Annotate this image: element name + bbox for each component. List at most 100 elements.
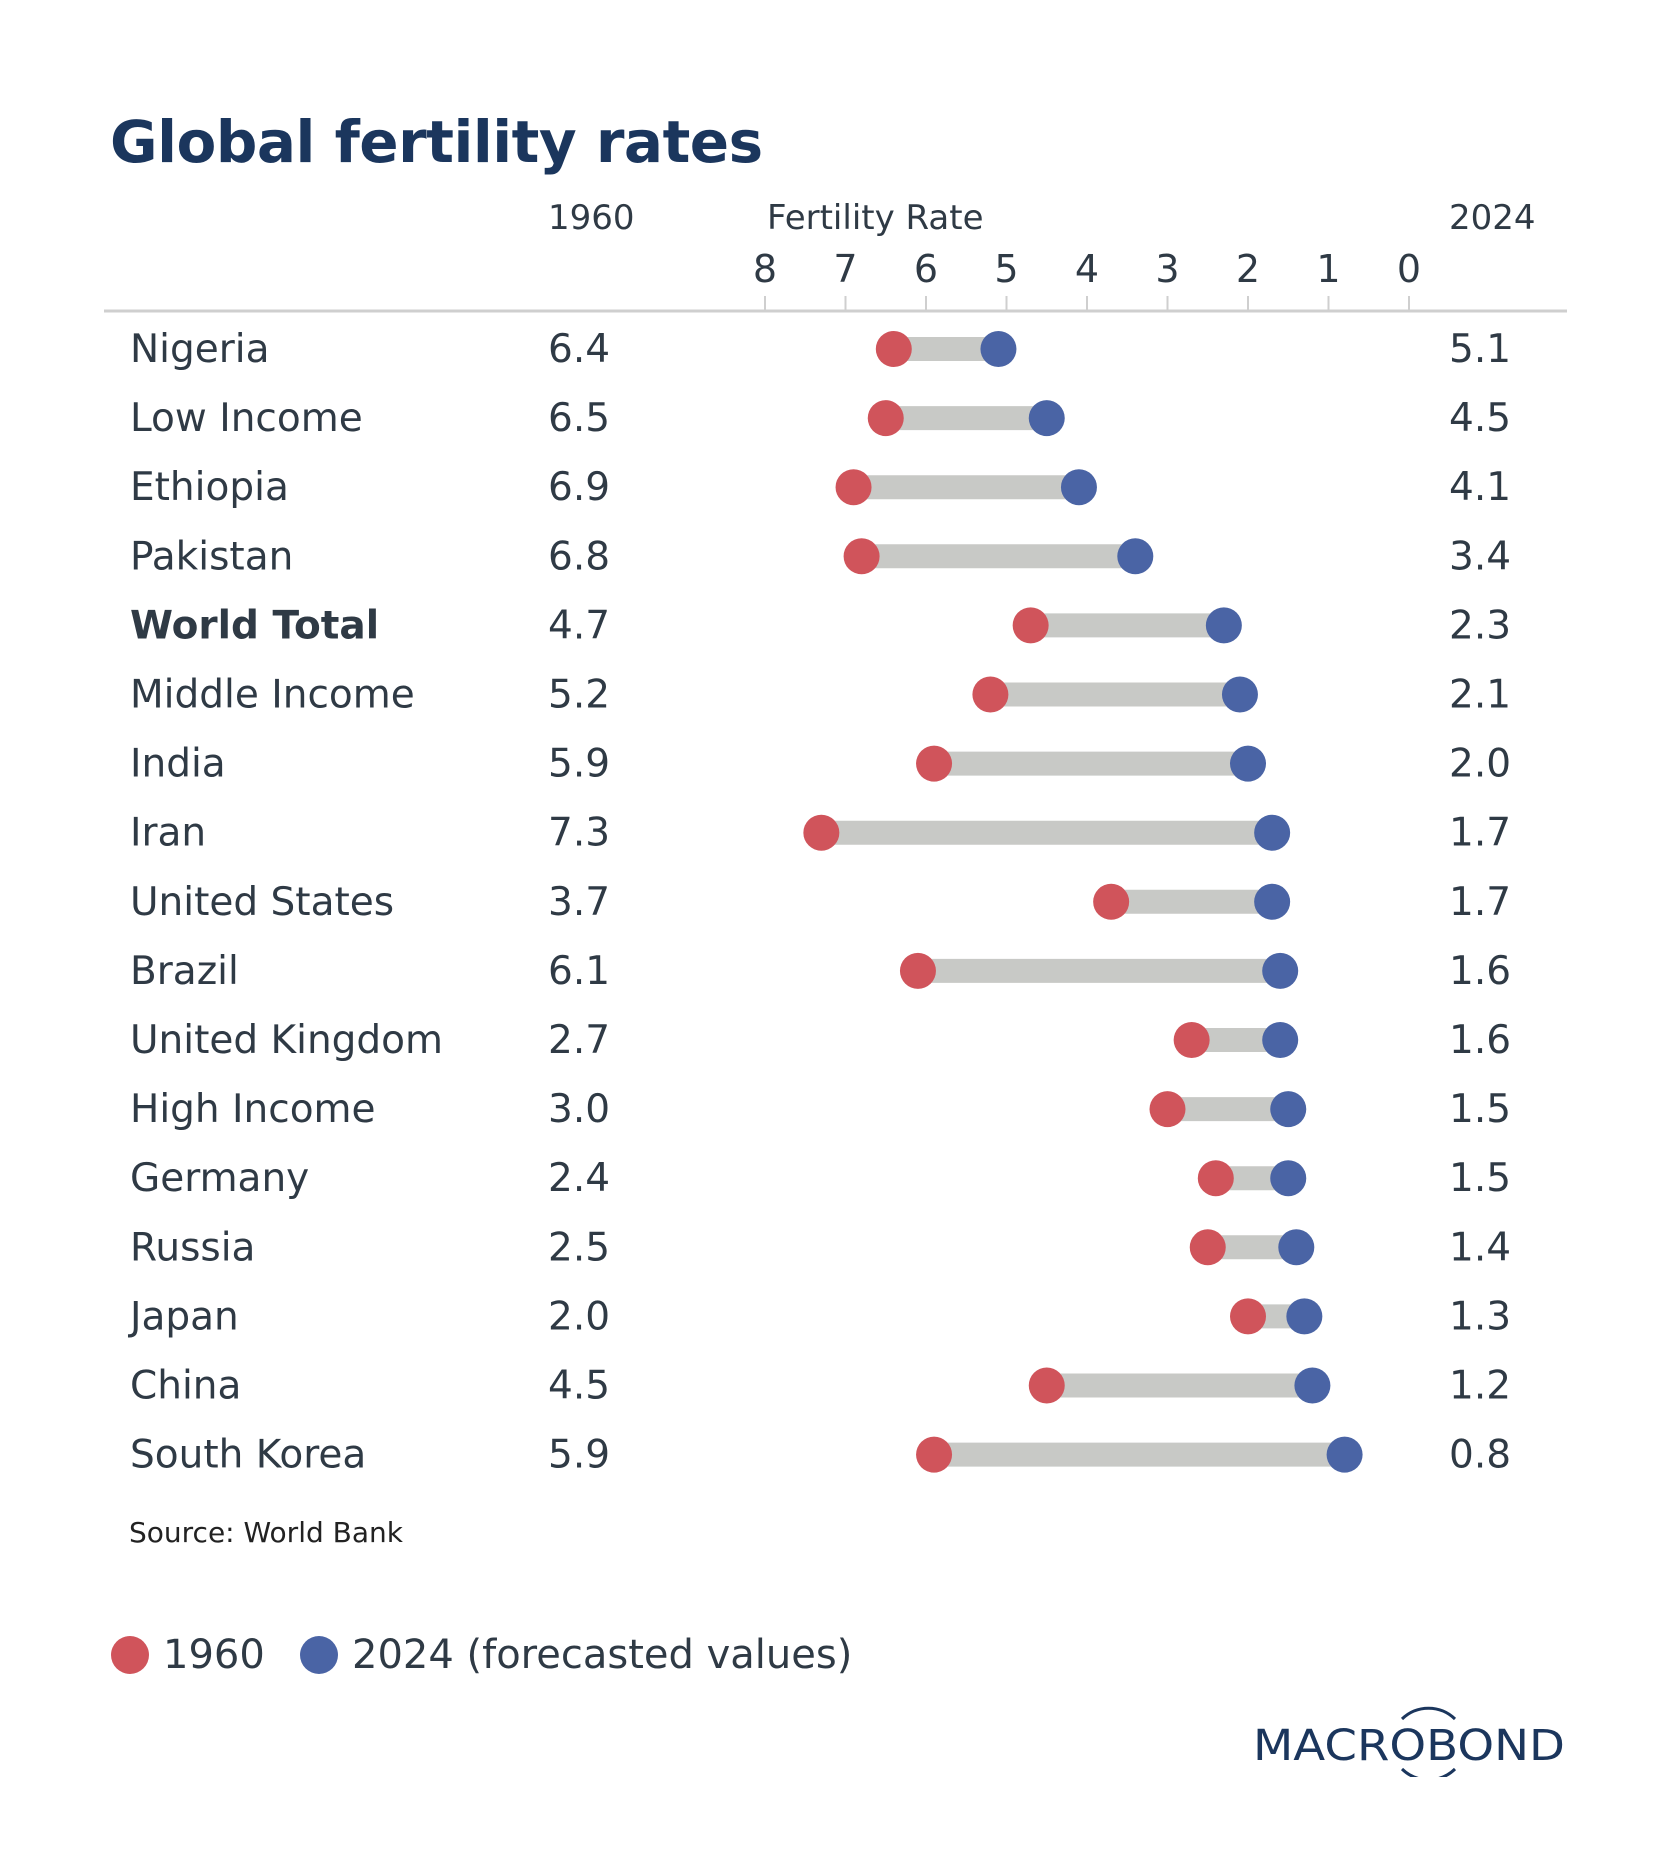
value-2024: 5.1 [1449, 327, 1511, 372]
value-1960: 2.7 [548, 1018, 610, 1063]
row-label: South Korea [130, 1433, 366, 1478]
value-1960: 2.4 [548, 1156, 610, 1201]
legend-item-2024: 2024 (forecasted values) [300, 1632, 852, 1678]
value-2024: 1.4 [1449, 1225, 1511, 1270]
value-1960: 2.0 [548, 1294, 610, 1339]
row-label: Middle Income [130, 673, 415, 718]
dot-2024 [1254, 883, 1291, 920]
dot-1960 [1012, 607, 1049, 644]
value-2024: 3.4 [1449, 534, 1511, 579]
dot-1960 [899, 952, 936, 989]
dot-2024 [1028, 400, 1065, 437]
dot-1960 [1230, 1298, 1266, 1335]
value-1960: 6.8 [548, 534, 610, 579]
value-1960: 3.0 [548, 1087, 610, 1132]
row-label: World Total [130, 603, 379, 648]
chart-title: Global fertility rates [110, 108, 763, 176]
tick-label: 6 [914, 247, 938, 291]
dot-2024 [1286, 1298, 1323, 1335]
value-2024: 1.6 [1449, 949, 1511, 994]
dot-2024 [1060, 469, 1097, 506]
value-2024: 1.5 [1449, 1087, 1511, 1132]
row-label: Japan [127, 1294, 239, 1339]
value-2024: 1.7 [1449, 811, 1511, 856]
value-2024: 2.3 [1449, 603, 1511, 648]
dot-2024 [1270, 1160, 1307, 1197]
value-1960: 4.7 [548, 603, 610, 648]
tick-label: 0 [1397, 247, 1421, 291]
legend-label-1960: 1960 [163, 1632, 265, 1678]
value-2024: 2.1 [1449, 673, 1511, 718]
value-2024: 1.7 [1449, 880, 1511, 925]
legend-item-1960: 1960 [111, 1632, 265, 1678]
row-label: China [130, 1364, 241, 1409]
dot-1960 [916, 1436, 953, 1473]
dot-1960 [875, 331, 912, 367]
svg-text:MACROBOND: MACROBOND [1253, 1721, 1565, 1771]
row-label: Ethiopia [130, 465, 289, 510]
tick-label: 1 [1316, 247, 1340, 291]
dot-2024 [1254, 814, 1291, 851]
value-1960: 5.9 [548, 1433, 610, 1478]
row-label: Brazil [130, 949, 239, 994]
tick-label: 5 [994, 247, 1018, 291]
row-label: Nigeria [130, 327, 270, 372]
dot-1960 [843, 538, 880, 575]
row-label: India [130, 742, 226, 787]
value-2024: 4.5 [1449, 396, 1511, 441]
dot-2024 [1326, 1436, 1363, 1473]
dot-1960 [1173, 1022, 1210, 1058]
value-1960: 7.3 [548, 811, 610, 856]
legend-swatch-1960 [111, 1636, 149, 1674]
value-1960: 3.7 [548, 880, 610, 925]
value-1960: 2.5 [548, 1225, 610, 1270]
value-1960: 6.9 [548, 465, 610, 510]
row-label: United Kingdom [130, 1018, 443, 1063]
value-2024: 1.2 [1449, 1364, 1511, 1409]
source-note: Source: World Bank [129, 1516, 403, 1549]
macrobond-logo: MACROBOND [1253, 1706, 1565, 1777]
dot-1960 [1197, 1160, 1234, 1197]
dot-2024 [1221, 676, 1258, 713]
row-label: Germany [130, 1156, 309, 1201]
row-label: Russia [130, 1225, 255, 1270]
value-2024: 4.1 [1449, 465, 1511, 510]
row-label: Iran [130, 811, 206, 856]
dot-2024 [980, 331, 1017, 367]
legend-swatch-2024 [300, 1636, 338, 1674]
header-1960: 1960 [548, 198, 635, 238]
dot-1960 [803, 814, 840, 851]
tick-label: 3 [1155, 247, 1179, 291]
dot-1960 [1028, 1367, 1065, 1404]
value-2024: 1.3 [1449, 1294, 1511, 1339]
row-label: Pakistan [130, 534, 293, 579]
header-axis-title: Fertility Rate [767, 198, 984, 238]
dot-2024 [1117, 538, 1154, 575]
value-1960: 5.9 [548, 742, 610, 787]
value-1960: 6.5 [548, 396, 610, 441]
value-1960: 4.5 [548, 1364, 610, 1409]
legend-label-2024: 2024 (forecasted values) [352, 1632, 853, 1678]
dumbbell-chart: 8 7 6 5 4 3 2 1 0 Nigeria 6.4 5.1 Low Income 6.5 4.5 Et… [104, 247, 1567, 1478]
value-2024: 1.6 [1449, 1018, 1511, 1063]
value-1960: 6.1 [548, 949, 610, 994]
tick-label: 8 [753, 247, 777, 291]
dot-2024 [1278, 1229, 1315, 1266]
row-label: United States [130, 880, 394, 925]
value-1960: 5.2 [548, 673, 610, 718]
row-label: High Income [130, 1087, 376, 1132]
dot-1960 [867, 400, 904, 437]
dot-1960 [835, 469, 872, 506]
value-2024: 0.8 [1449, 1433, 1511, 1478]
dot-2024 [1262, 952, 1299, 989]
dot-2024 [1270, 1091, 1307, 1128]
dot-2024 [1205, 607, 1242, 644]
dot-1960 [972, 676, 1009, 713]
dot-1960 [1093, 883, 1130, 920]
tick-label: 2 [1236, 247, 1260, 291]
dot-1960 [1189, 1229, 1226, 1266]
value-1960: 6.4 [548, 327, 610, 372]
value-2024: 1.5 [1449, 1156, 1511, 1201]
row-label: Low Income [130, 396, 363, 441]
value-2024: 2.0 [1449, 742, 1511, 787]
